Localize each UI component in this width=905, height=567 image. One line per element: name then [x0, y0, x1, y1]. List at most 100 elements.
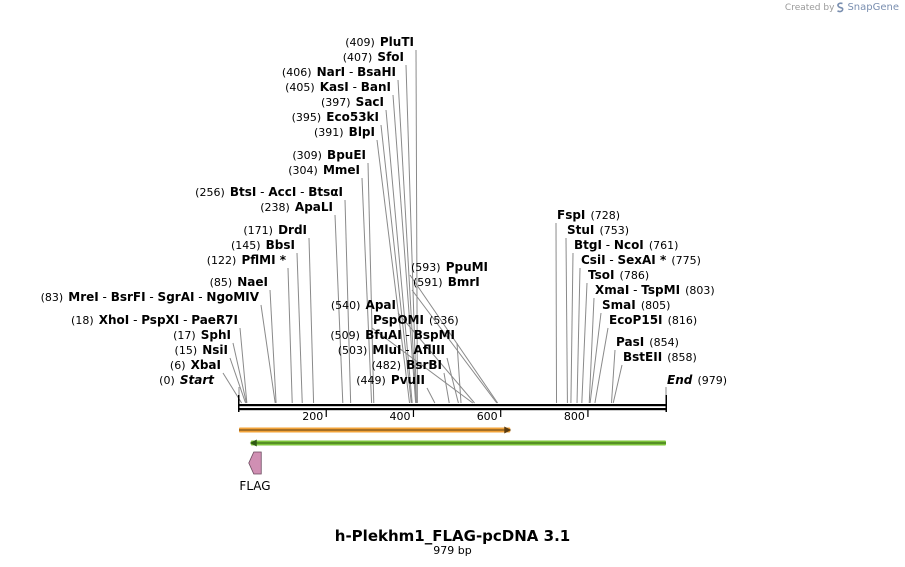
snapgene-logo-icon [837, 2, 844, 13]
enzyme-name: SfoI [377, 50, 404, 64]
site-label-854[interactable]: PasI (854) [616, 331, 679, 350]
site-label-17[interactable]: (17) SphI [173, 324, 231, 343]
site-leader [443, 372, 450, 404]
flag-feature-arrow[interactable] [248, 451, 262, 475]
site-position: (0) [159, 374, 175, 387]
site-leader [594, 327, 609, 404]
site-leader [405, 64, 418, 404]
site-position: (591) [413, 276, 443, 289]
site-label-753[interactable]: StuI (753) [567, 219, 629, 238]
credit-brand: SnapGene [847, 2, 899, 13]
site-label-407[interactable]: (407) SfoI [343, 46, 404, 65]
site-label-593[interactable]: (593) PpuMI [411, 256, 488, 275]
site-position: (858) [667, 351, 697, 364]
ruler-tick-label: 400 [389, 410, 410, 423]
site-label-509[interactable]: (509) BfuAI - BspMI [330, 324, 455, 343]
enzyme-name: XbaI [191, 358, 221, 372]
site-leader [411, 289, 498, 404]
site-label-449[interactable]: (449) PvuII [356, 369, 425, 388]
features-track: FLAG [239, 426, 666, 493]
site-label-979[interactable]: End (979) [667, 369, 727, 388]
enzyme-name: PaeR7I [191, 313, 238, 327]
site-label-816[interactable]: EcoP15I (816) [609, 309, 697, 328]
site-label-761[interactable]: BtgI - NcoI (761) [574, 234, 678, 253]
site-label-391[interactable]: (391) BlpI [314, 121, 375, 140]
enzyme-name: PpuMI [446, 260, 488, 274]
site-leader [581, 282, 588, 404]
site-label-309[interactable]: (309) BpuEI [292, 144, 366, 163]
site-label-256[interactable]: (256) BtsI - AccI - BtsαI [195, 181, 343, 200]
site-label-409[interactable]: (409) PluTI [345, 31, 414, 50]
enzyme-name: XhoI [99, 313, 130, 327]
ruler-ticks: 200 400 600 800 [302, 410, 589, 423]
site-leader [409, 274, 499, 404]
site-label-397[interactable]: (397) SacI [321, 91, 384, 110]
enzyme-name: PspOMI [373, 313, 424, 327]
site-position: (145) [231, 239, 261, 252]
enzyme-name: NsiI [202, 343, 228, 357]
site-label-786[interactable]: TsoI (786) [588, 264, 649, 283]
site-label-238[interactable]: (238) ApaLI [260, 196, 333, 215]
site-position: (395) [292, 111, 322, 124]
enzyme-separator: - [629, 283, 641, 297]
site-label-405[interactable]: (405) KasI - BanI [285, 76, 391, 95]
enzyme-name: BtsI [230, 185, 257, 199]
site-label-591[interactable]: (591) BmrI [413, 271, 480, 290]
site-position: (854) [649, 336, 679, 349]
enzyme-name: End [667, 373, 693, 387]
flag-feature-label: FLAG [239, 479, 270, 493]
site-label-805[interactable]: SmaI (805) [602, 294, 670, 313]
enzyme-separator: - [345, 65, 357, 79]
site-label-15[interactable]: (15) NsiI [175, 339, 228, 358]
enzyme-separator: - [296, 185, 308, 199]
site-leader [610, 349, 616, 404]
site-label-503[interactable]: (503) MluI - AflIII [338, 339, 445, 358]
enzyme-name: AccI [268, 185, 296, 199]
site-label-803[interactable]: XmaI - TspMI (803) [595, 279, 715, 298]
site-position: (805) [641, 299, 671, 312]
site-position: (238) [260, 201, 290, 214]
site-leader [570, 252, 574, 404]
site-leader [260, 304, 276, 404]
site-label-18[interactable]: (18) XhoI - PspXI - PaeR7I [71, 309, 238, 328]
site-position: (83) [41, 291, 64, 304]
site-label-728[interactable]: FspI (728) [557, 204, 620, 223]
site-label-540[interactable]: (540) ApaI [331, 294, 396, 313]
site-label-395[interactable]: (395) Eco53kI [292, 106, 379, 125]
site-label-304[interactable]: (304) MmeI [288, 159, 360, 178]
site-leader [397, 312, 475, 404]
enzyme-separator: - [606, 253, 618, 267]
site-leader [612, 364, 623, 404]
site-label-83[interactable]: (83) MreI - BsrFI - SgrAI - NgoMIV [41, 286, 260, 305]
forward-arrow-icon [504, 426, 512, 434]
site-leader [376, 139, 411, 404]
site-label-122[interactable]: (122) PflMI * [207, 249, 287, 268]
enzyme-name: CsiI [581, 253, 606, 267]
site-label-85[interactable]: (85) NaeI [210, 271, 268, 290]
site-position: (256) [195, 186, 225, 199]
enzyme-name: BtsαI [308, 185, 343, 199]
site-label-536[interactable]: PspOMI (536) [373, 309, 459, 328]
site-leader [269, 289, 277, 404]
site-label-145[interactable]: (145) BbsI [231, 234, 295, 253]
enzyme-name: TsoI [588, 268, 614, 282]
enzyme-name: BlpI [349, 125, 375, 139]
site-position: (171) [243, 224, 273, 237]
site-label-406[interactable]: (406) NarI - BsaHI [282, 61, 396, 80]
site-label-775[interactable]: CsiI - SexAI * (775) [581, 249, 701, 268]
site-label-482[interactable]: (482) BsrBI [371, 354, 442, 373]
enzyme-name: XmaI [595, 283, 629, 297]
site-position: (816) [668, 314, 698, 327]
site-label-6[interactable]: (6) XbaI [170, 354, 221, 373]
site-label-0[interactable]: (0) Start [159, 369, 215, 388]
site-position: (309) [292, 149, 322, 162]
enzyme-name: BsaHI [357, 65, 396, 79]
site-leader [426, 387, 436, 404]
enzyme-name: NgoMIV [206, 290, 259, 304]
enzyme-separator: - [401, 343, 413, 357]
site-label-171[interactable]: (171) DrdI [243, 219, 307, 238]
enzyme-name: BspMI [414, 328, 455, 342]
enzyme-name: TspMI [641, 283, 680, 297]
enzyme-separator: - [99, 290, 111, 304]
site-label-858[interactable]: BstEII (858) [623, 346, 697, 365]
